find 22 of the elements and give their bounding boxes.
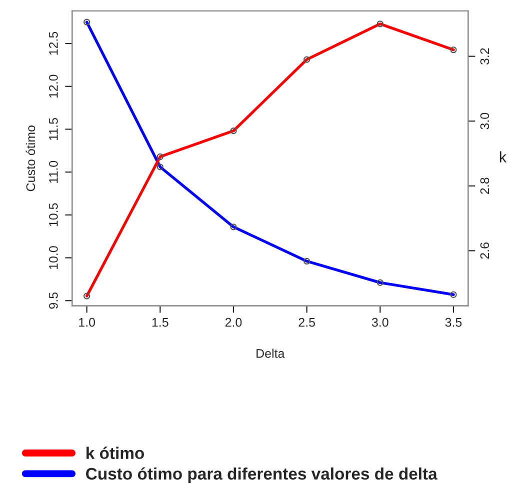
y-tick-label: 12.5 — [49, 32, 58, 55]
x-tick-label: 2.0 — [225, 318, 242, 327]
x-tick-label: 1.5 — [152, 318, 168, 327]
y-tick-label: 11.0 — [49, 160, 58, 183]
y-axis-title: Custo ótimo — [26, 126, 36, 192]
y-tick-label: 10.5 — [49, 203, 58, 226]
y-tick-label: 11.5 — [49, 118, 58, 140]
x-tick-label: 3.0 — [372, 318, 388, 327]
y-tick-label: 12.0 — [49, 74, 58, 98]
x-tick-label: 1.0 — [79, 318, 96, 327]
x-tick-label: 3.5 — [445, 318, 462, 327]
y2-axis-title: k — [500, 151, 507, 162]
x-tick-label: 2.5 — [298, 318, 315, 327]
legend-label: k ótimo — [86, 446, 144, 460]
y-tick-label: 9.5 — [49, 292, 58, 309]
y2-tick-label: 2.6 — [480, 242, 490, 259]
legend-label: Custo ótimo para diferentes valores de delta — [86, 467, 438, 483]
y-tick-label: 10.0 — [49, 246, 58, 269]
y2-tick-label: 3.2 — [480, 48, 490, 65]
x-axis-title: Delta — [256, 348, 285, 358]
y2-tick-label: 3.0 — [480, 112, 490, 130]
y2-tick-label: 2.8 — [480, 178, 490, 194]
